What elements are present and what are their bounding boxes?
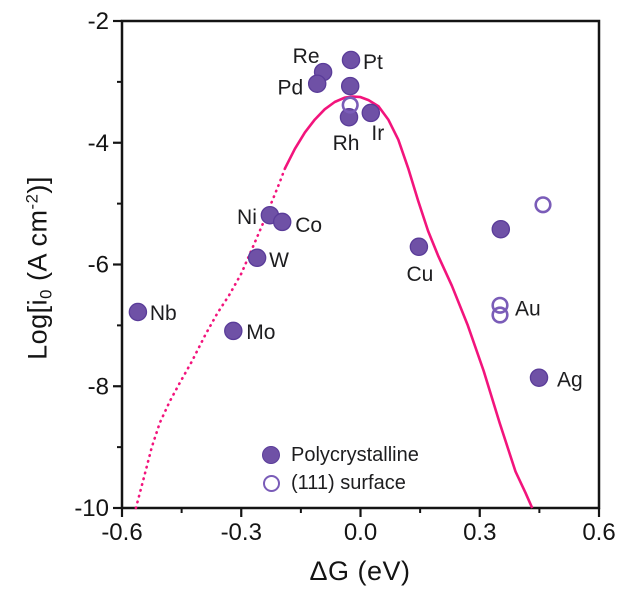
point-label-Cu: Cu bbox=[406, 263, 433, 286]
point-Ir bbox=[361, 103, 381, 123]
x-tick-label: -0.3 bbox=[221, 519, 262, 546]
point-label-Ir: Ir bbox=[371, 122, 384, 145]
y-axis-label: Log[i0 (A cm-2)] bbox=[22, 176, 56, 360]
point-unlabeled bbox=[534, 196, 552, 214]
y-tick-label: -8 bbox=[88, 373, 109, 400]
point-W bbox=[247, 248, 267, 268]
point-label-Rh: Rh bbox=[333, 132, 360, 155]
volcano-curve-solid bbox=[283, 95, 534, 509]
point-label-Nb: Nb bbox=[150, 302, 177, 325]
point-label-W: W bbox=[269, 249, 289, 272]
point-Au bbox=[491, 296, 509, 314]
point-unlabeled bbox=[341, 96, 359, 114]
point-label-Co: Co bbox=[295, 214, 322, 237]
x-axis-label-text: ΔG (eV) bbox=[309, 556, 411, 586]
point-Nb bbox=[128, 302, 148, 322]
y-tick-label: -10 bbox=[74, 495, 109, 522]
point-label-Ni: Ni bbox=[237, 206, 257, 229]
point-label-Pt: Pt bbox=[363, 51, 383, 74]
point-Mo bbox=[224, 321, 243, 341]
x-tick-label: 0.6 bbox=[582, 519, 615, 546]
point-label-Re: Re bbox=[293, 45, 320, 68]
legend-label-polycrystalline: Polycrystalline bbox=[291, 443, 419, 466]
legend: Polycrystalline (111) surface bbox=[262, 441, 419, 497]
y-label-suffix: )] bbox=[22, 176, 53, 194]
point-label-Au: Au bbox=[515, 297, 541, 320]
point-Co bbox=[272, 212, 292, 232]
y-tick-label: -6 bbox=[88, 252, 109, 279]
y-label-superscript: -2 bbox=[22, 193, 42, 210]
y-label-mid: (A cm bbox=[22, 209, 53, 290]
point-label-Pd: Pd bbox=[278, 77, 304, 100]
x-tick-label: -0.6 bbox=[101, 519, 142, 546]
y-label-prefix: Log[i bbox=[22, 298, 53, 360]
point-label-Ag: Ag bbox=[557, 369, 583, 392]
filled-circle-icon bbox=[262, 446, 280, 464]
legend-item-111-surface: (111) surface bbox=[262, 469, 419, 497]
x-axis-label: ΔG (eV) bbox=[309, 556, 410, 587]
point-Pt bbox=[341, 50, 361, 70]
point-unlabeled bbox=[491, 306, 509, 324]
point-unlabeled bbox=[491, 219, 511, 239]
point-Ag bbox=[529, 368, 549, 387]
y-tick-label: -2 bbox=[88, 8, 109, 35]
legend-item-polycrystalline: Polycrystalline bbox=[262, 441, 419, 469]
point-Cu bbox=[409, 237, 429, 257]
x-tick-label: 0.3 bbox=[463, 519, 496, 546]
legend-label-111-surface: (111) surface bbox=[291, 471, 406, 494]
point-label-Mo: Mo bbox=[246, 321, 275, 344]
y-label-subscript: 0 bbox=[36, 289, 56, 299]
x-tick-label: 0.0 bbox=[344, 519, 377, 546]
point-unlabeled bbox=[340, 76, 360, 96]
point-Pd bbox=[307, 74, 327, 93]
plot-box bbox=[120, 19, 601, 510]
open-circle-icon bbox=[263, 474, 280, 492]
y-tick-label: -4 bbox=[88, 130, 109, 157]
